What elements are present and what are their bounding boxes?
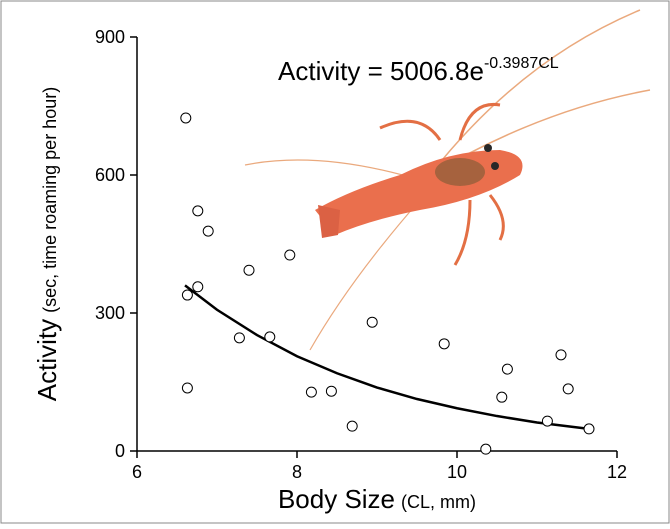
data-point (243, 264, 255, 276)
equation-text: Activity = 5006.8e (278, 56, 484, 86)
y-label-main: Activity (32, 319, 62, 401)
data-point (305, 386, 317, 398)
data-point (325, 385, 337, 397)
equation-exponent: -0.3987CL (484, 55, 559, 72)
equation: Activity = 5006.8e-0.3987CL (278, 55, 559, 86)
data-point (555, 349, 567, 361)
y-axis-label: Activity (sec, time roaming per hour) (32, 87, 62, 401)
x-tick-label: 12 (607, 462, 627, 482)
data-point (366, 316, 378, 328)
x-axis-label: Body Size (CL, mm) (278, 484, 476, 514)
data-point (192, 281, 204, 293)
data-point (501, 363, 513, 375)
data-point (264, 331, 276, 343)
x-tick-label: 8 (292, 462, 302, 482)
data-point (346, 420, 358, 432)
data-point (180, 112, 192, 124)
data-point (233, 332, 245, 344)
y-tick-label: 0 (115, 441, 125, 461)
data-point (480, 443, 492, 455)
data-point (583, 423, 595, 435)
y-tick-label: 600 (95, 165, 125, 185)
data-point (202, 225, 214, 237)
y-tick-label: 900 (95, 27, 125, 47)
shrimp-illustration (244, 9, 651, 351)
data-point (438, 338, 450, 350)
x-tick-label: 6 (132, 462, 142, 482)
y-tick-label: 300 (95, 303, 125, 323)
data-point (496, 391, 508, 403)
data-point (284, 249, 296, 261)
fit-curve (184, 284, 594, 431)
data-point (181, 382, 193, 394)
data-point (541, 415, 553, 427)
data-point (181, 289, 193, 301)
y-label-unit: (sec, time roaming per hour) (40, 87, 60, 313)
data-point (192, 205, 204, 217)
x-label-main: Body Size (278, 484, 395, 514)
x-label-unit: (CL, mm) (401, 492, 476, 512)
x-tick-label: 10 (447, 462, 467, 482)
data-point (562, 383, 574, 395)
